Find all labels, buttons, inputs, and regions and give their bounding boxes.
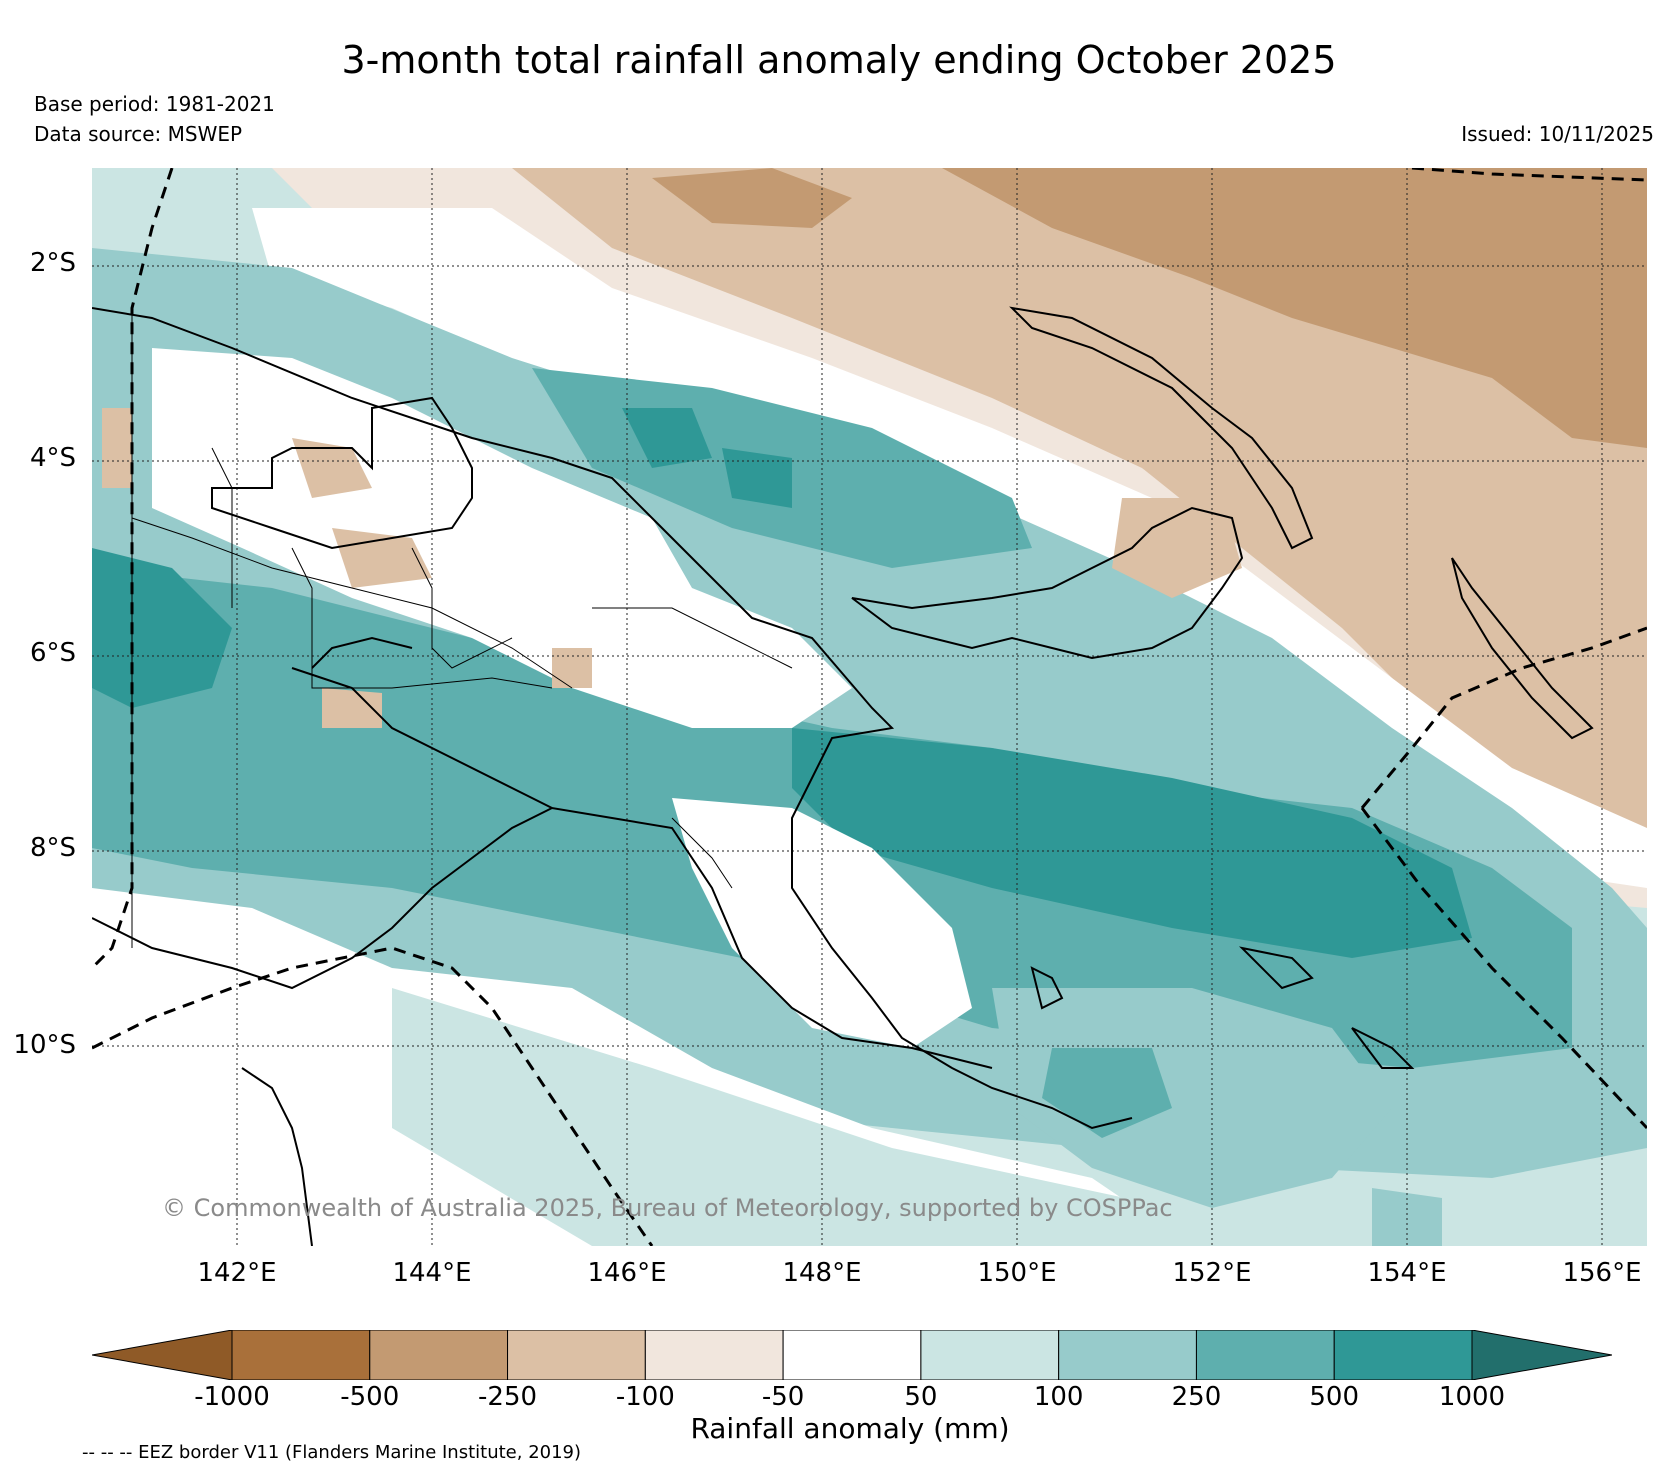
lat-label: 10°S [6, 1030, 76, 1060]
eez-note: -- -- -- EEZ border V11 (Flanders Marine… [82, 1442, 581, 1463]
lon-label: 150°E [957, 1258, 1077, 1288]
lon-label: 142°E [177, 1258, 297, 1288]
colorbar-tick: -500 [310, 1382, 430, 1412]
colorbar-tick: 500 [1274, 1382, 1394, 1412]
colorbar [92, 1330, 1612, 1380]
colorbar-segment [508, 1330, 646, 1380]
lon-label: 152°E [1152, 1258, 1272, 1288]
lat-label: 6°S [6, 638, 76, 668]
lat-label: 2°S [6, 248, 76, 278]
lon-label: 154°E [1347, 1258, 1467, 1288]
colorbar-segment [370, 1330, 508, 1380]
colorbar-segment [645, 1330, 783, 1380]
colorbar-tick: -100 [585, 1382, 705, 1412]
colorbar-segment [921, 1330, 1059, 1380]
colorbar-segment [1196, 1330, 1334, 1380]
lon-label: 156°E [1542, 1258, 1662, 1288]
lon-label: 144°E [372, 1258, 492, 1288]
colorbar-segment [232, 1330, 370, 1380]
data-source: Data source: MSWEP [34, 122, 242, 146]
dry-anomaly-zone [102, 408, 132, 488]
colorbar-extend-low [92, 1330, 232, 1380]
colorbar-tick: 100 [999, 1382, 1119, 1412]
issued-date: Issued: 10/11/2025 [1461, 122, 1654, 146]
colorbar-tick: -50 [723, 1382, 843, 1412]
colorbar-tick: -250 [448, 1382, 568, 1412]
copyright-note: © Commonwealth of Australia 2025, Bureau… [162, 1194, 1173, 1222]
base-period: Base period: 1981-2021 [34, 92, 275, 116]
colorbar-segment [1059, 1330, 1197, 1380]
map-title: 3-month total rainfall anomaly ending Oc… [0, 38, 1678, 82]
colorbar-label: Rainfall anomaly (mm) [0, 1412, 1678, 1445]
lon-label: 148°E [762, 1258, 882, 1288]
lat-label: 8°S [6, 833, 76, 863]
colorbar-tick: -1000 [172, 1382, 292, 1412]
colorbar-tick: 50 [861, 1382, 981, 1412]
colorbar-segment [1334, 1330, 1472, 1380]
lat-label: 4°S [6, 443, 76, 473]
lon-label: 146°E [567, 1258, 687, 1288]
wet-anomaly-zone [1372, 1188, 1442, 1246]
colorbar-tick: 1000 [1412, 1382, 1532, 1412]
rainfall-anomaly-map: © Commonwealth of Australia 2025, Bureau… [92, 168, 1647, 1246]
dry-anomaly-zone [552, 648, 592, 688]
colorbar-segment [783, 1330, 921, 1380]
colorbar-extend-high [1472, 1330, 1612, 1380]
colorbar-tick: 250 [1136, 1382, 1256, 1412]
